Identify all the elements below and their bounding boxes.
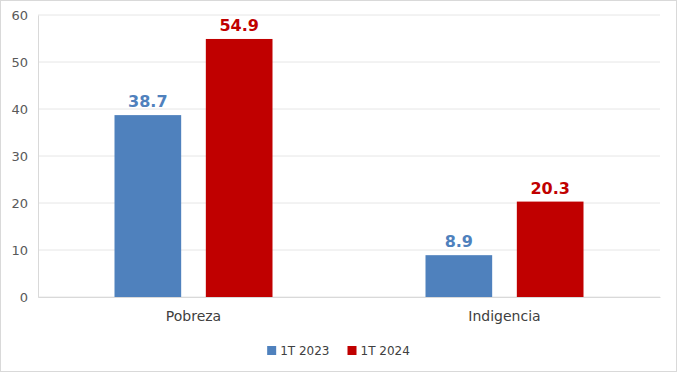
data-labels: 38.7 8.9 54.9 20.3 — [128, 16, 570, 251]
grid — [38, 15, 660, 297]
y-tick: 50 — [11, 55, 38, 70]
y-tick-label: 60 — [11, 8, 28, 23]
data-label: 20.3 — [530, 179, 569, 198]
y-tick: 20 — [11, 196, 38, 211]
legend-label: 1T 2023 — [280, 344, 329, 358]
legend: 1T 2023 1T 2024 — [267, 344, 410, 358]
grid-line — [38, 62, 660, 63]
grid-line — [38, 15, 660, 16]
y-axis: 0 10 20 30 40 50 60 — [11, 8, 38, 305]
x-tick-label: Pobreza — [166, 308, 221, 324]
data-label: 54.9 — [219, 16, 258, 35]
legend-item: 1T 2023 — [267, 344, 329, 358]
legend-swatch — [348, 346, 357, 355]
y-tick-label: 30 — [11, 149, 28, 164]
legend-swatch — [267, 346, 276, 355]
x-axis: Pobreza Indigencia — [39, 297, 661, 324]
y-tick: 10 — [11, 243, 38, 258]
legend-item: 1T 2024 — [348, 344, 410, 358]
y-tick-label: 10 — [11, 243, 28, 258]
chart-frame — [1, 1, 677, 372]
x-axis-line — [39, 297, 661, 298]
y-tick-label: 20 — [11, 196, 28, 211]
y-tick-label: 0 — [20, 290, 28, 305]
bar — [115, 115, 182, 297]
bar — [426, 255, 493, 297]
y-tick: 0 — [20, 290, 38, 305]
plot: 0 10 20 30 40 50 60 Pobreza Indigencia 38.7 8.9 54.… — [11, 8, 660, 324]
y-tick-label: 50 — [11, 55, 28, 70]
y-tick-label: 40 — [11, 102, 28, 117]
data-label: 38.7 — [128, 92, 167, 111]
chart: 0 10 20 30 40 50 60 Pobreza Indigencia 38.7 8.9 54.… — [0, 0, 677, 372]
bar — [517, 202, 584, 297]
x-tick: Pobreza — [166, 297, 221, 324]
y-tick: 30 — [11, 149, 38, 164]
y-axis-line — [38, 16, 39, 298]
y-tick: 60 — [11, 8, 38, 23]
legend-label: 1T 2024 — [361, 344, 410, 358]
bars — [115, 39, 584, 297]
bar — [206, 39, 273, 297]
data-label: 8.9 — [445, 232, 473, 251]
x-tick-label: Indigencia — [468, 308, 540, 324]
y-tick: 40 — [11, 102, 38, 117]
x-tick: Indigencia — [468, 297, 540, 324]
